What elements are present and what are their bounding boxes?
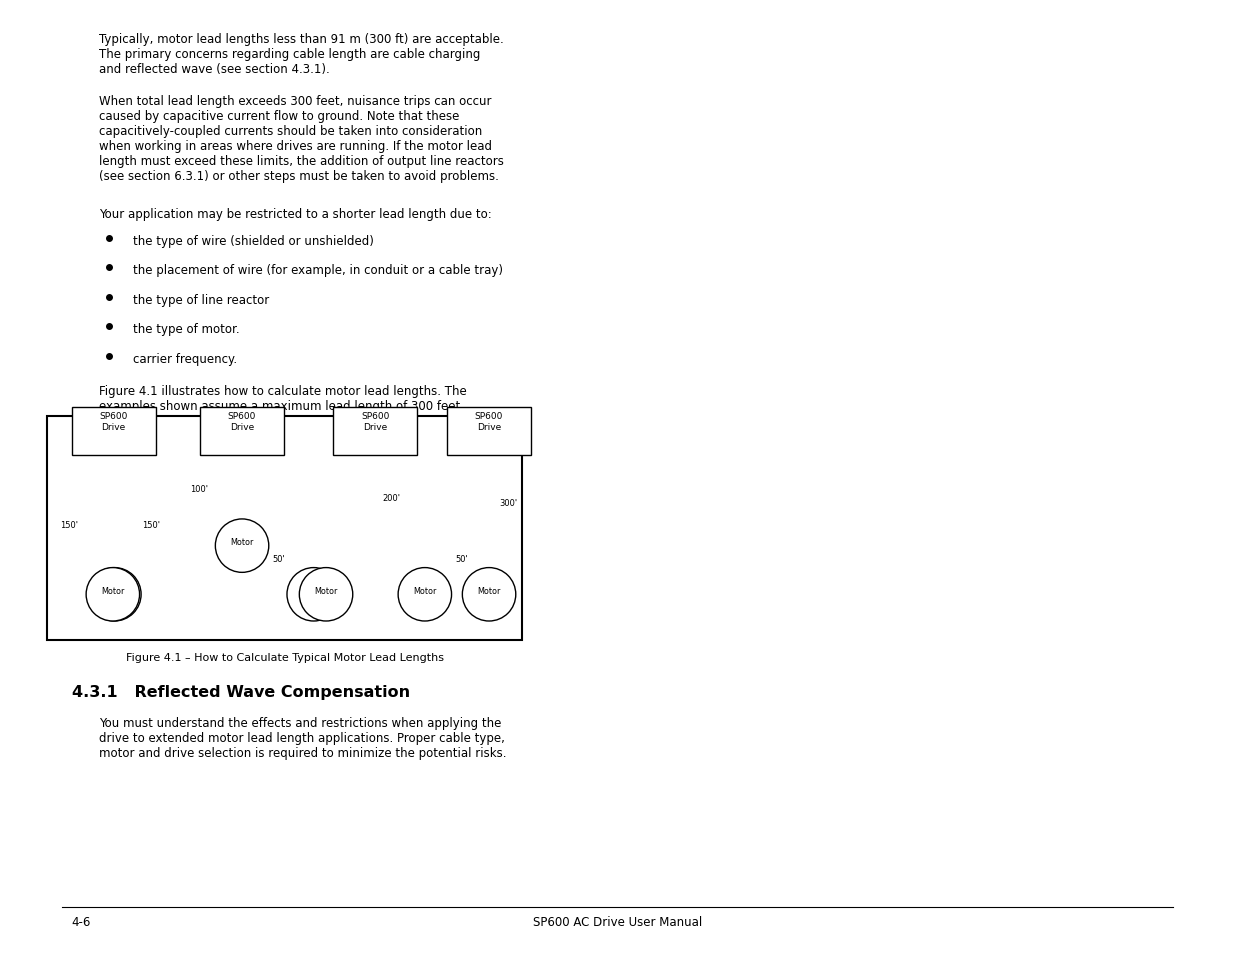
Text: the type of wire (shielded or unshielded): the type of wire (shielded or unshielded… <box>133 234 374 248</box>
Text: Figure 4.1 – How to Calculate Typical Motor Lead Lengths: Figure 4.1 – How to Calculate Typical Mo… <box>126 652 443 661</box>
Text: 50': 50' <box>456 555 468 563</box>
Text: 200': 200' <box>383 494 401 502</box>
Text: Your application may be restricted to a shorter lead length due to:: Your application may be restricted to a … <box>99 208 492 221</box>
Text: Motor: Motor <box>414 586 436 596</box>
Bar <box>72 408 156 456</box>
Text: the placement of wire (for example, in conduit or a cable tray): the placement of wire (for example, in c… <box>133 264 504 277</box>
Text: Typically, motor lead lengths less than 91 m (300 ft) are acceptable.
The primar: Typically, motor lead lengths less than … <box>99 33 504 76</box>
Ellipse shape <box>215 519 269 573</box>
Text: You must understand the effects and restrictions when applying the
drive to exte: You must understand the effects and rest… <box>99 717 506 760</box>
Text: carrier frequency.: carrier frequency. <box>133 353 237 366</box>
Text: SP600
Drive: SP600 Drive <box>228 412 256 431</box>
Ellipse shape <box>88 568 141 621</box>
Text: 4.3.1   Reflected Wave Compensation: 4.3.1 Reflected Wave Compensation <box>72 684 410 700</box>
Text: 100': 100' <box>190 484 209 493</box>
Text: the type of motor.: the type of motor. <box>133 323 240 336</box>
Bar <box>200 408 284 456</box>
Text: Motor: Motor <box>478 586 500 596</box>
Text: When total lead length exceeds 300 feet, nuisance trips can occur
caused by capa: When total lead length exceeds 300 feet,… <box>99 95 504 183</box>
Text: Motor: Motor <box>101 586 125 596</box>
Ellipse shape <box>287 568 341 621</box>
Text: SP600
Drive: SP600 Drive <box>475 412 503 431</box>
Text: Motor: Motor <box>303 586 325 596</box>
Text: SP600
Drive: SP600 Drive <box>362 412 389 431</box>
Text: the type of line reactor: the type of line reactor <box>133 294 269 307</box>
Text: Figure 4.1 illustrates how to calculate motor lead lengths. The
examples shown a: Figure 4.1 illustrates how to calculate … <box>99 385 467 413</box>
Text: SP600 AC Drive User Manual: SP600 AC Drive User Manual <box>532 915 703 928</box>
Bar <box>47 416 522 640</box>
Text: 200': 200' <box>319 576 337 584</box>
Text: Motor: Motor <box>315 586 337 596</box>
Text: Motor: Motor <box>103 586 126 596</box>
Bar <box>333 408 417 456</box>
Text: 150': 150' <box>142 520 161 529</box>
Ellipse shape <box>86 568 140 621</box>
Ellipse shape <box>398 568 452 621</box>
Bar <box>447 408 531 456</box>
Ellipse shape <box>462 568 516 621</box>
Text: 4-6: 4-6 <box>72 915 91 928</box>
Text: 300': 300' <box>499 498 517 507</box>
Text: 150': 150' <box>61 520 79 529</box>
Text: 50': 50' <box>272 555 285 563</box>
Ellipse shape <box>299 568 353 621</box>
Text: Motor: Motor <box>231 537 253 547</box>
Text: SP600
Drive: SP600 Drive <box>100 412 127 431</box>
